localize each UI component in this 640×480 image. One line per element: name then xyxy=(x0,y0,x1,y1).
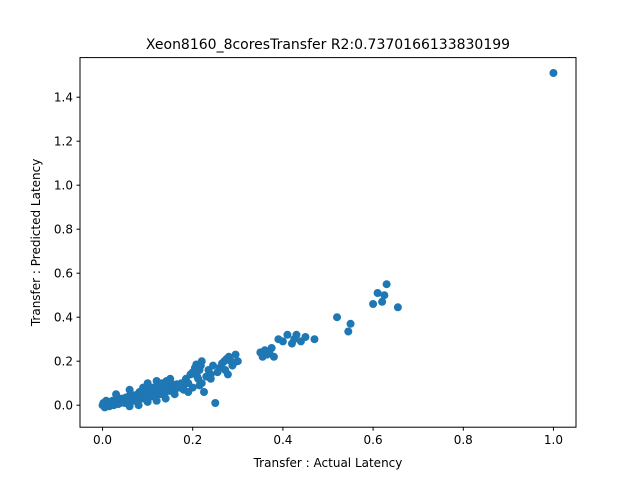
data-point xyxy=(393,303,402,312)
data-point xyxy=(292,330,301,339)
data-point xyxy=(112,390,121,399)
data-point xyxy=(231,350,240,359)
data-point xyxy=(206,374,215,383)
data-point xyxy=(549,69,558,77)
y-ticks: 0.0 0.2 0.4 0.6 0.8 1.0 1.2 1.4 xyxy=(54,91,80,413)
data-point xyxy=(283,330,292,339)
data-point xyxy=(152,396,161,405)
axes-frame xyxy=(79,57,577,428)
chart-title: Xeon8160_8coresTransfer R2:0.73701661338… xyxy=(146,37,510,53)
data-point xyxy=(344,327,353,336)
data-point xyxy=(278,337,287,346)
data-point xyxy=(157,381,166,390)
x-tick-label: 0.6 xyxy=(364,433,383,447)
y-tick-label: 0.0 xyxy=(54,399,73,413)
data-point xyxy=(209,361,218,370)
data-point xyxy=(211,399,220,407)
data-point xyxy=(228,361,237,370)
data-point xyxy=(200,388,208,396)
data-point xyxy=(125,402,134,411)
data-point xyxy=(233,357,242,366)
y-tick-label: 0.4 xyxy=(54,311,73,325)
x-ticks: 0.0 0.2 0.4 0.6 0.8 1.0 xyxy=(93,427,563,447)
y-tick-label: 0.6 xyxy=(54,267,73,281)
data-point xyxy=(125,385,134,394)
data-point xyxy=(134,401,143,410)
x-tick-label: 0.4 xyxy=(273,433,292,447)
x-tick-label: 0.0 xyxy=(93,433,112,447)
data-point xyxy=(373,289,382,297)
y-tick-label: 0.8 xyxy=(54,223,73,237)
data-point xyxy=(161,394,170,403)
data-point xyxy=(378,297,387,306)
x-tick-label: 1.0 xyxy=(544,433,563,447)
y-tick-label: 1.4 xyxy=(54,91,73,105)
data-point xyxy=(310,335,319,344)
data-point xyxy=(192,360,201,369)
x-tick-label: 0.2 xyxy=(183,433,202,447)
data-point xyxy=(269,352,278,361)
points-layer xyxy=(98,69,558,412)
data-point xyxy=(333,313,342,322)
data-point xyxy=(346,319,355,328)
y-tick-label: 1.0 xyxy=(54,179,73,193)
data-point xyxy=(369,300,378,308)
y-axis-label: Transfer : Predicted Latency xyxy=(29,159,43,328)
data-point xyxy=(380,291,389,300)
data-point xyxy=(184,388,193,396)
data-point xyxy=(301,333,310,341)
data-point xyxy=(223,370,232,379)
data-point xyxy=(143,397,152,406)
y-tick-label: 1.2 xyxy=(54,135,73,149)
x-tick-label: 0.8 xyxy=(454,433,473,447)
y-tick-label: 0.2 xyxy=(54,355,73,369)
data-point xyxy=(166,374,175,383)
data-point xyxy=(148,384,157,393)
data-point xyxy=(382,280,391,289)
x-axis-label: Transfer : Actual Latency xyxy=(253,456,403,470)
data-point xyxy=(267,344,276,352)
data-point xyxy=(143,379,152,388)
data-point xyxy=(195,381,204,390)
data-point xyxy=(170,390,179,399)
